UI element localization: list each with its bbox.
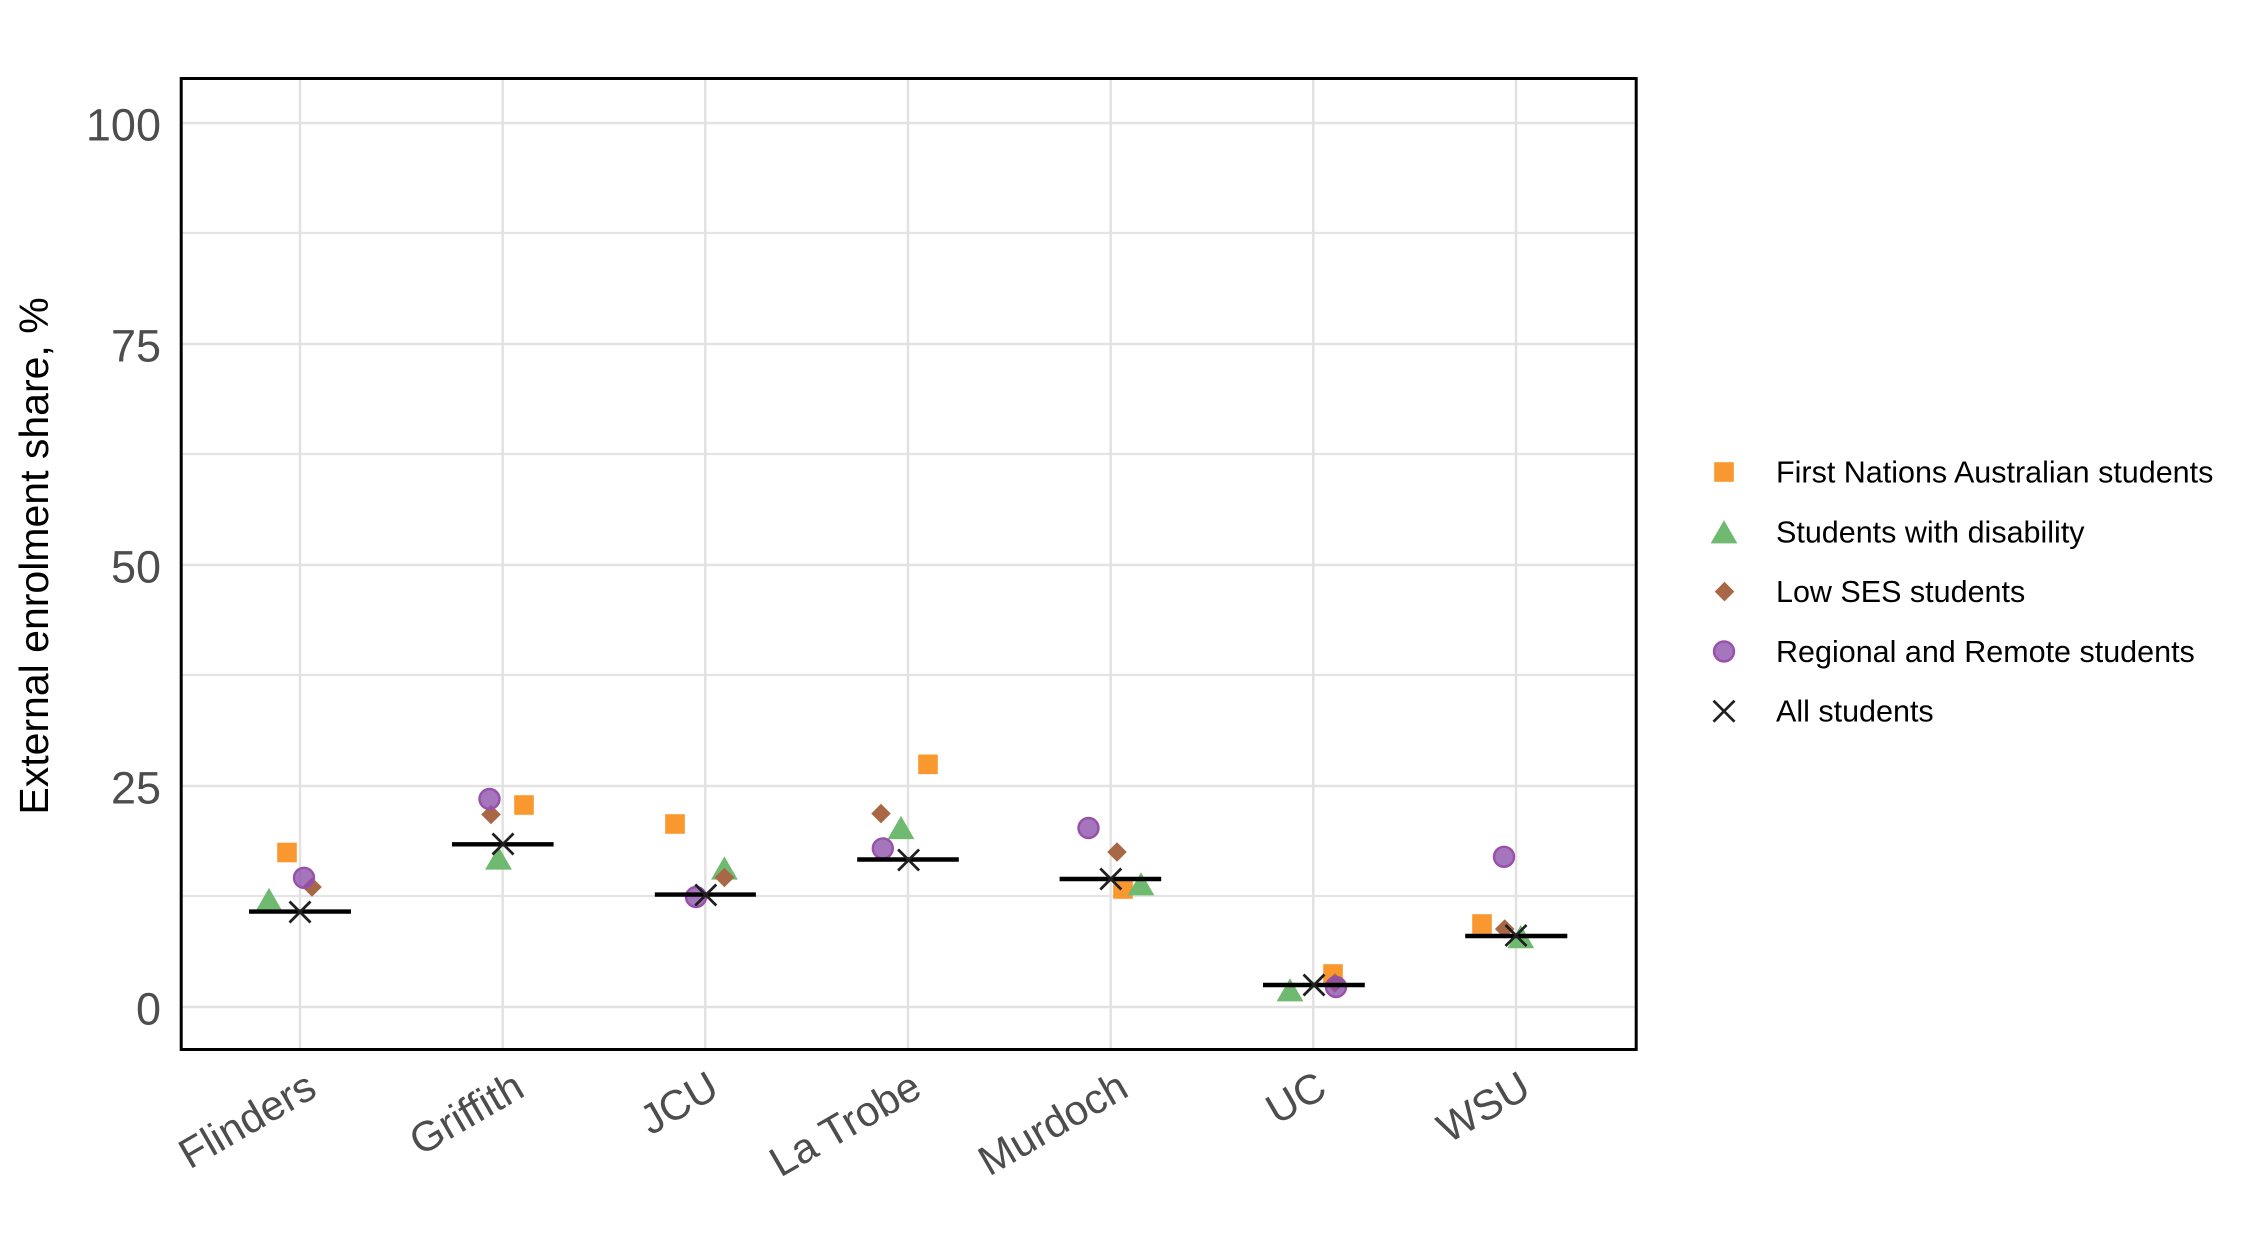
svg-text:All students: All students xyxy=(1776,695,1934,729)
svg-text:25: 25 xyxy=(111,763,161,814)
svg-text:0: 0 xyxy=(136,984,161,1035)
svg-text:First Nations Australian stude: First Nations Australian students xyxy=(1776,456,2213,490)
svg-text:Low SES students: Low SES students xyxy=(1776,575,2025,609)
svg-text:100: 100 xyxy=(86,100,161,151)
svg-text:50: 50 xyxy=(111,542,161,593)
svg-text:Students with disability: Students with disability xyxy=(1776,515,2085,549)
svg-text:External enrolment share, %: External enrolment share, % xyxy=(11,297,57,814)
svg-text:75: 75 xyxy=(111,321,161,372)
svg-text:Regional and Remote students: Regional and Remote students xyxy=(1776,635,2195,669)
